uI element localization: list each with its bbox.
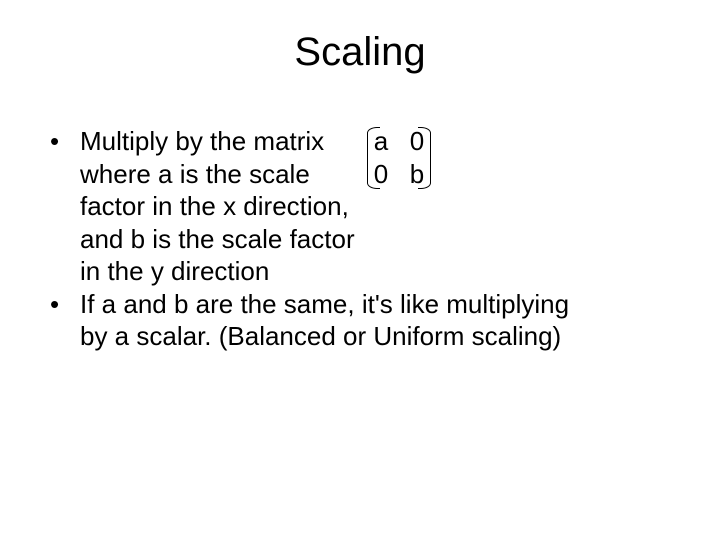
text-line: and b is the scale factor [80, 223, 680, 256]
text-line: in the y direction [80, 255, 680, 288]
slide: Scaling • Multiply by the matrix where a… [0, 0, 720, 540]
matrix-cell: 0 [408, 125, 426, 158]
matrix-cells: a 0 0 b [372, 125, 426, 190]
text-line: If a and b are the same, it's like multi… [80, 288, 680, 321]
bullet-marker: • [50, 125, 80, 288]
bullet-item: • Multiply by the matrix where a is the … [50, 125, 680, 288]
matrix-cell: a [372, 125, 390, 158]
slide-content: • Multiply by the matrix where a is the … [40, 125, 680, 353]
slide-title: Scaling [40, 30, 680, 75]
matrix-cell: 0 [372, 158, 390, 191]
text-line: factor in the x direction, [80, 190, 680, 223]
bullet-item: • If a and b are the same, it's like mul… [50, 288, 680, 353]
matrix-row: a 0 [372, 125, 426, 158]
bullet-marker: • [50, 288, 80, 353]
matrix: a 0 0 b [372, 125, 426, 190]
matrix-row: 0 b [372, 158, 426, 191]
text-line: by a scalar. (Balanced or Uniform scalin… [80, 320, 680, 353]
matrix-cell: b [408, 158, 426, 191]
bullet-text: If a and b are the same, it's like multi… [80, 288, 680, 353]
